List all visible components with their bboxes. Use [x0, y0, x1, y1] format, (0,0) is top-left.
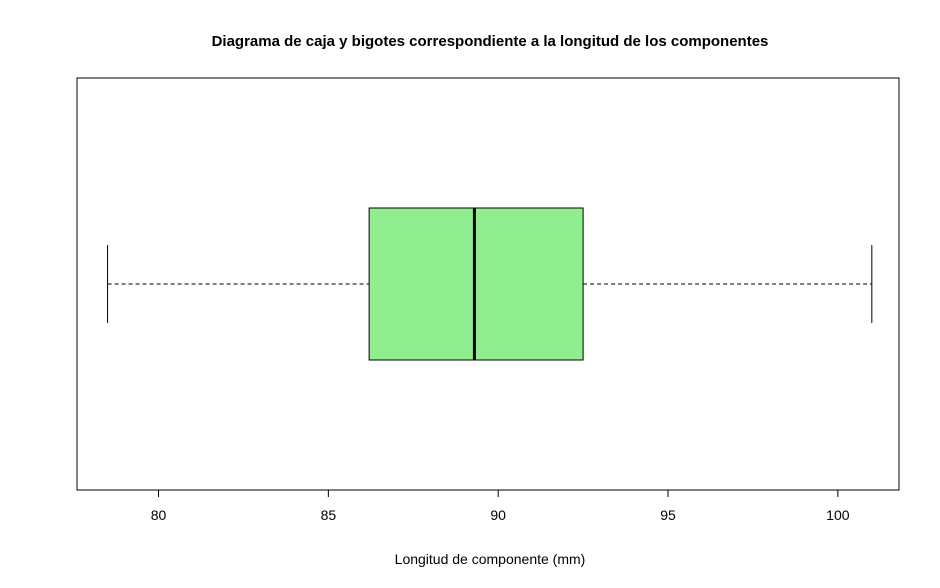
chart-title: Diagrama de caja y bigotes correspondien…	[212, 33, 769, 50]
x-tick-label: 90	[490, 507, 506, 523]
x-tick-label: 95	[660, 507, 676, 523]
x-tick-label: 100	[826, 507, 850, 523]
x-tick-label: 80	[151, 507, 167, 523]
interquartile-box	[368, 207, 584, 361]
x-axis: 80 85 90 95 100	[151, 489, 850, 523]
box-plot-box	[107, 207, 873, 361]
x-tick-label: 85	[321, 507, 337, 523]
x-axis-label: Longitud de componente (mm)	[395, 551, 586, 567]
